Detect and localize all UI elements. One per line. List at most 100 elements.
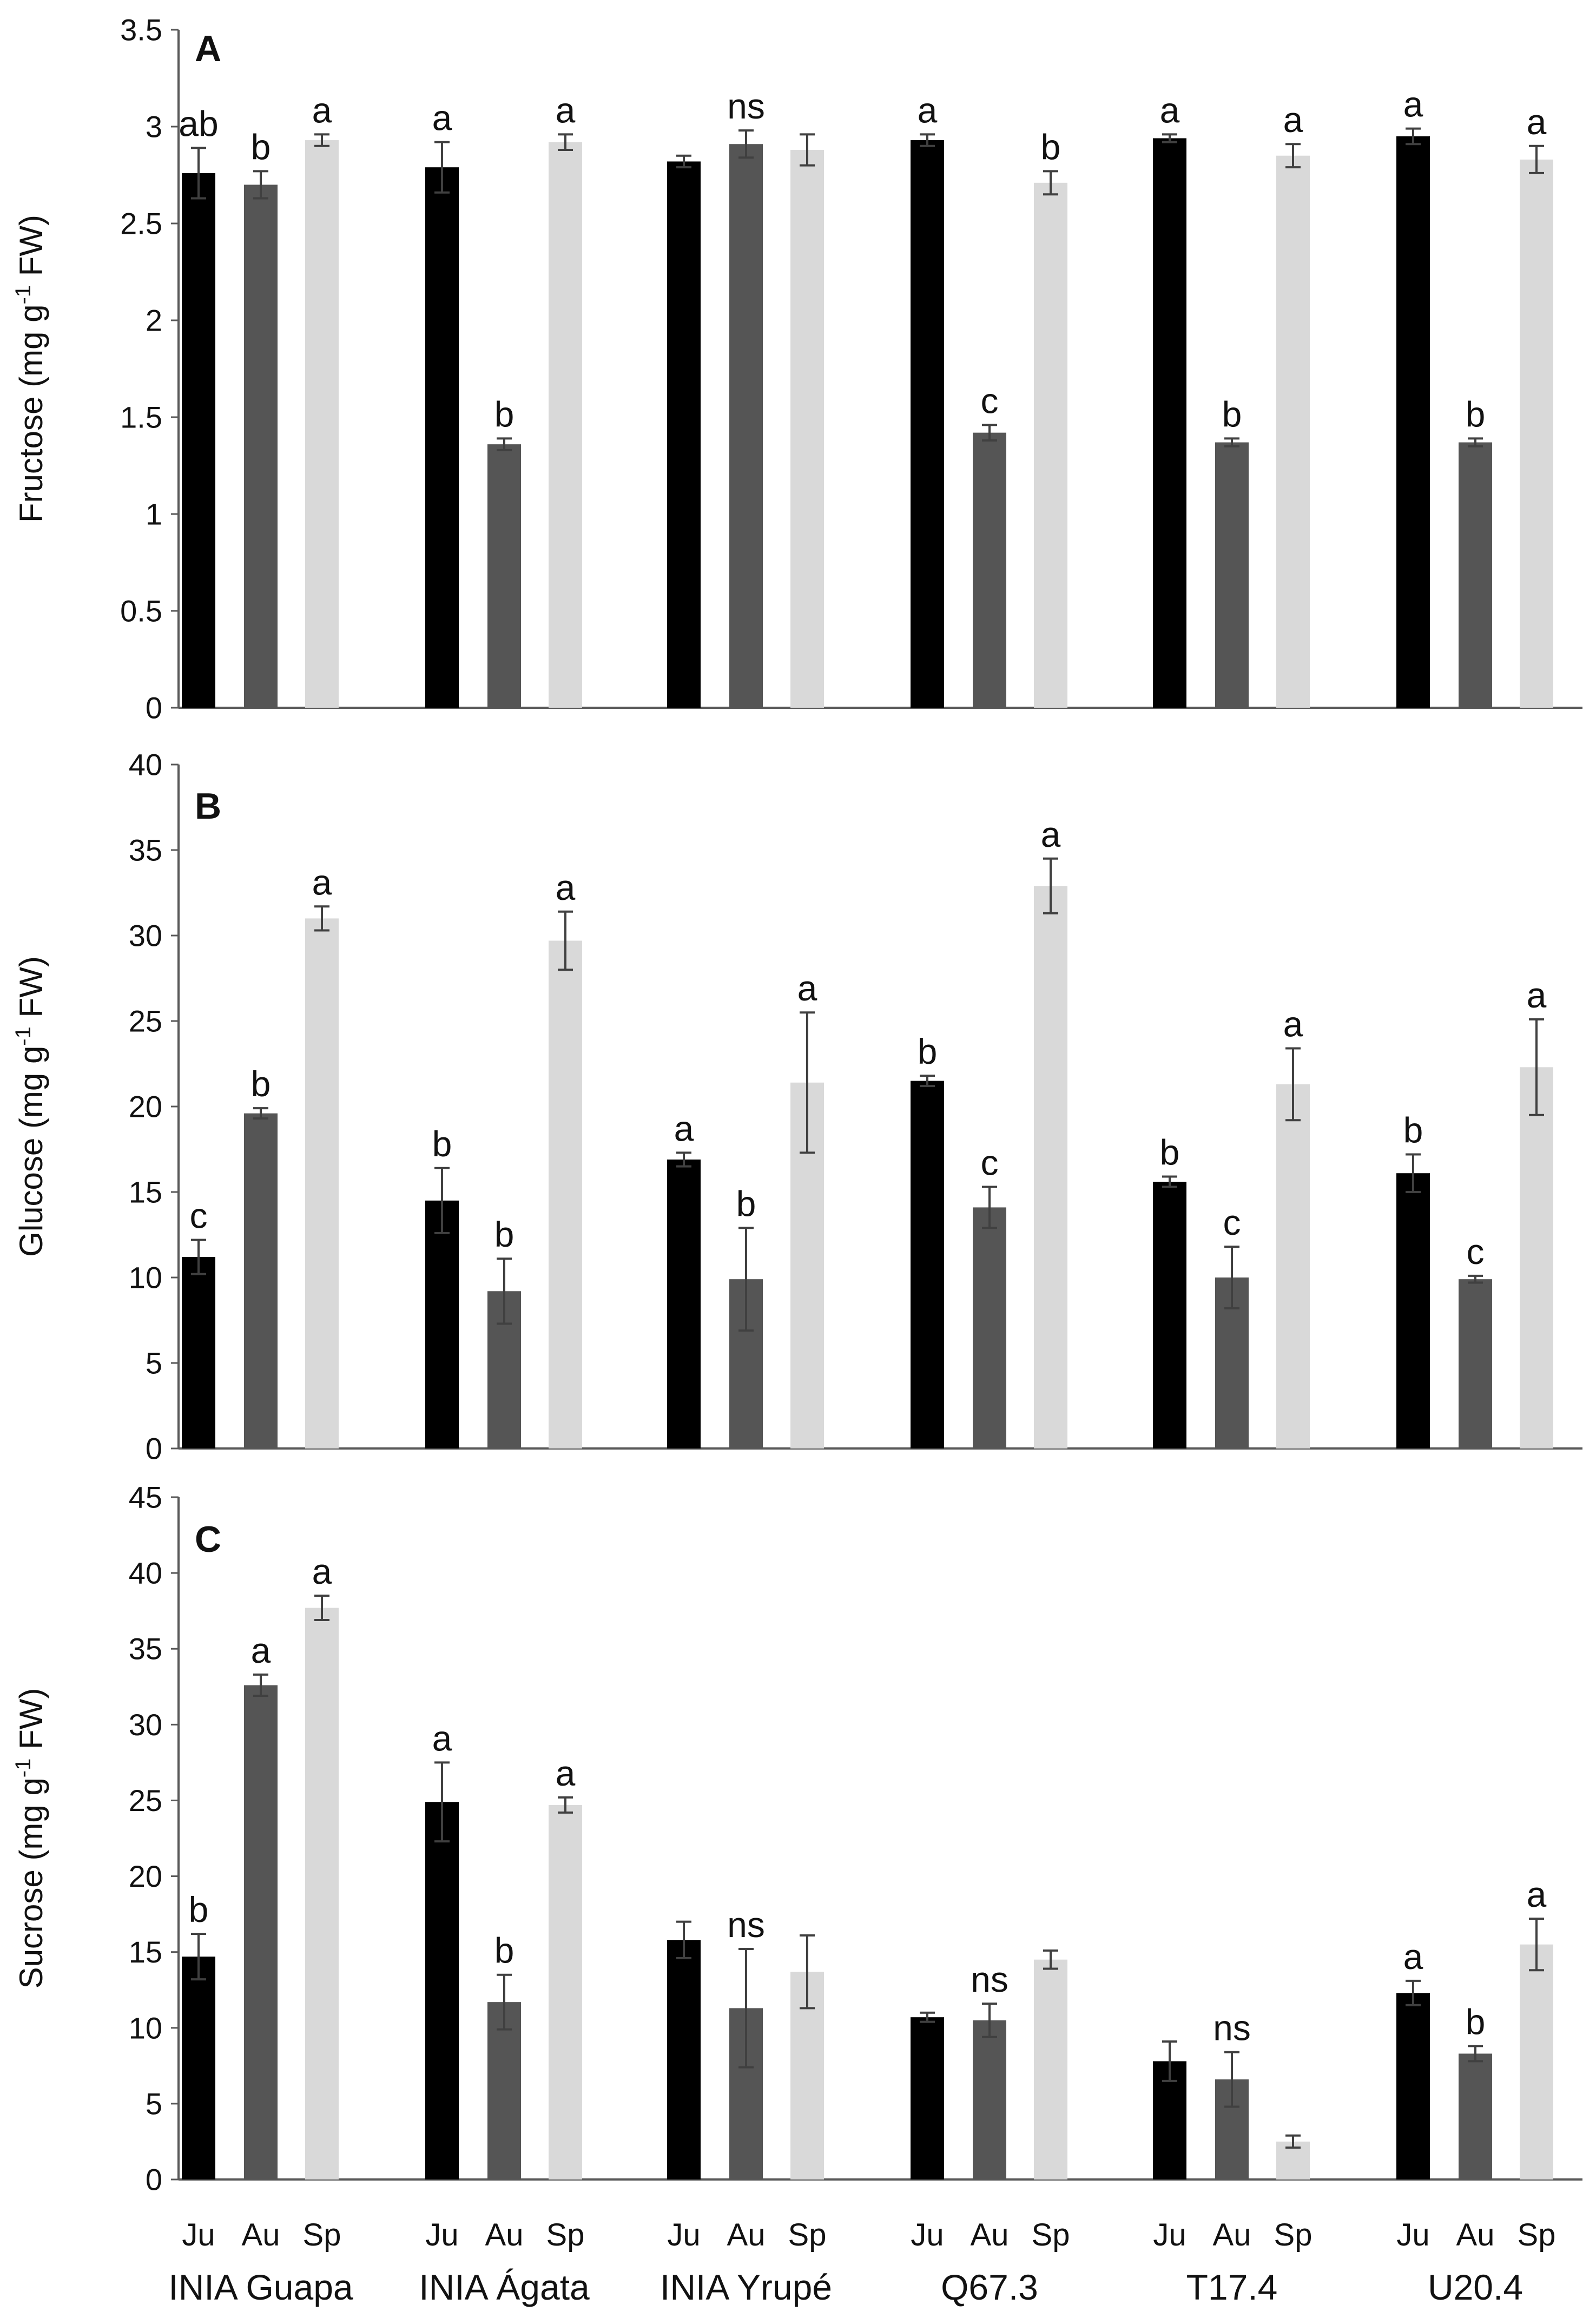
bar-inia-gata-ju <box>425 1802 459 2179</box>
season-tick-label: Au <box>485 2217 524 2253</box>
season-tick-label: Au <box>727 2217 766 2253</box>
significance-letter: ns <box>727 86 765 126</box>
y-tick-label: 20 <box>129 1090 162 1124</box>
season-tick-label: Au <box>1213 2217 1251 2253</box>
bar-t17-4-sp <box>1276 1084 1310 1448</box>
y-tick-label: 2.5 <box>120 207 162 241</box>
significance-letter: b <box>1160 1132 1180 1173</box>
season-tick-label: Sp <box>303 2217 341 2253</box>
bar-q67-3-sp <box>1034 182 1067 708</box>
bar-u20-4-ju <box>1396 136 1430 708</box>
significance-letter: a <box>432 1718 452 1758</box>
significance-letter: a <box>432 98 452 138</box>
season-tick-label: Ju <box>1153 2217 1186 2253</box>
season-tick-label: Sp <box>1518 2217 1556 2253</box>
bar-inia-guapa-sp <box>305 140 339 708</box>
bar-inia-guapa-ju <box>182 1957 215 2179</box>
significance-letter: b <box>1222 394 1242 434</box>
bar-u20-4-ju <box>1396 1173 1430 1448</box>
y-tick-label: 25 <box>129 1783 162 1817</box>
significance-letter: b <box>251 1064 271 1104</box>
significance-letter: c <box>190 1195 208 1235</box>
bar-t17-4-sp <box>1276 155 1310 708</box>
bar-q67-3-ju <box>911 140 944 708</box>
y-tick-label: 3.5 <box>120 13 162 47</box>
bar-u20-4-sp <box>1520 1067 1553 1448</box>
season-tick-label: Au <box>242 2217 280 2253</box>
bar-u20-4-sp <box>1520 1944 1553 2179</box>
significance-letter: a <box>312 862 332 902</box>
bar-inia-gata-au <box>487 444 521 708</box>
bar-inia-yrup--ju <box>667 161 701 708</box>
significance-letter: c <box>981 380 999 420</box>
y-axis-title-superscript: -1 <box>11 1759 35 1778</box>
bar-inia-gata-ju <box>425 1200 459 1448</box>
significance-letter: a <box>1041 814 1061 854</box>
significance-letter: a <box>1283 100 1303 140</box>
significance-letter: b <box>918 1031 938 1071</box>
y-axis-title: Glucose (mg g-1 FW) <box>11 956 49 1257</box>
y-axis-title-tail: FW) <box>13 215 49 285</box>
significance-letter: a <box>1160 90 1180 130</box>
panel-b: 0 5 10 15 20 25 30 35 40 Glucose (mg g-1 FW) Bc b a b… <box>11 748 1582 1466</box>
bar-inia-gata-sp <box>549 940 582 1448</box>
significance-letter: ns <box>1213 2008 1251 2048</box>
bar-q67-3-sp <box>1034 1959 1067 2179</box>
season-tick-label: Ju <box>911 2217 944 2253</box>
significance-letter: a <box>918 90 938 130</box>
season-tick-label: Ju <box>425 2217 458 2253</box>
significance-letter: ab <box>179 103 218 143</box>
y-tick-label: 2 <box>146 304 162 338</box>
significance-letter: a <box>1527 102 1547 142</box>
bar-inia-gata-sp <box>549 142 582 708</box>
significance-letter: a <box>674 1108 694 1148</box>
bar-q67-3-au <box>973 432 1006 708</box>
significance-letter: b <box>251 127 271 167</box>
panel-letter: C <box>195 1519 221 1560</box>
panel-c: 0 5 10 15 20 25 30 35 40 45 Sucrose (mg g-1 FW) Cb a… <box>11 1480 1582 2197</box>
cultivar-label: U20.4 <box>1428 2267 1523 2307</box>
y-tick-label: 20 <box>129 1859 162 1893</box>
bar-inia-gata-au <box>487 2002 521 2179</box>
bar-q67-3-sp <box>1034 886 1067 1448</box>
bar-q67-3-ju <box>911 2017 944 2179</box>
significance-letter: b <box>1466 2001 1486 2042</box>
significance-letter: c <box>1467 1232 1485 1272</box>
bar-inia-yrup--ju <box>667 1940 701 2179</box>
bar-inia-yrup--ju <box>667 1159 701 1448</box>
bar-inia-yrup--au <box>729 144 763 708</box>
significance-letter: a <box>1403 84 1423 124</box>
significance-letter: c <box>1223 1202 1241 1242</box>
bar-inia-guapa-au <box>244 1113 278 1448</box>
bar-u20-4-sp <box>1520 159 1553 708</box>
significance-letter: ns <box>727 1905 765 1945</box>
bar-u20-4-ju <box>1396 1993 1430 2179</box>
cultivar-label: T17.4 <box>1186 2267 1278 2307</box>
season-tick-label: Au <box>971 2217 1009 2253</box>
season-tick-label: Ju <box>667 2217 700 2253</box>
y-axis-title: Fructose (mg g-1 FW) <box>11 215 49 523</box>
bar-q67-3-au <box>973 2020 1006 2179</box>
y-tick-label: 30 <box>129 1708 162 1742</box>
significance-letter: a <box>1283 1004 1303 1044</box>
y-axis-title: Sucrose (mg g-1 FW) <box>11 1688 49 1989</box>
significance-letter: a <box>1527 975 1547 1015</box>
bar-inia-guapa-sp <box>305 1608 339 2179</box>
y-axis-title-main: Glucose (mg g <box>13 1046 49 1257</box>
cultivar-label: Q67.3 <box>941 2267 1038 2307</box>
bar-inia-guapa-au <box>244 185 278 708</box>
significance-letter: b <box>432 1124 452 1164</box>
y-axis-title-superscript: -1 <box>11 1026 35 1046</box>
season-tick-label: Sp <box>788 2217 827 2253</box>
y-tick-label: 1.5 <box>120 400 162 434</box>
significance-letter: a <box>797 968 817 1008</box>
bar-u20-4-au <box>1459 442 1492 708</box>
season-tick-label: Ju <box>182 2217 215 2253</box>
bar-inia-guapa-ju <box>182 173 215 708</box>
significance-letter: b <box>1041 127 1061 167</box>
y-tick-label: 35 <box>129 1632 162 1666</box>
panel-letter: B <box>195 786 221 827</box>
y-tick-label: 15 <box>129 1175 162 1209</box>
significance-letter: b <box>189 1889 209 1930</box>
